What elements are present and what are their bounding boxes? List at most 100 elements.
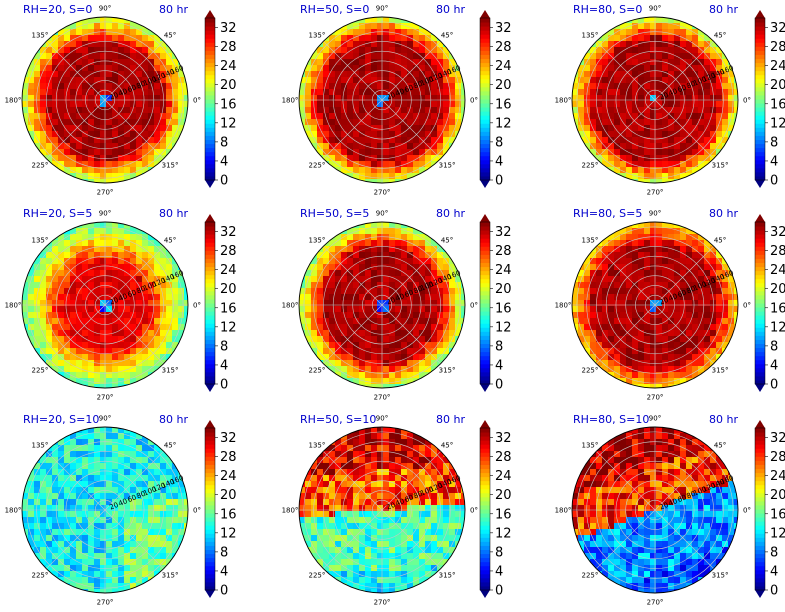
heatmap-cell [572,300,579,307]
heatmap-cell [668,77,675,84]
heatmap-cell [82,125,89,132]
heatmap-cell [46,155,53,162]
heatmap-cell [88,433,95,440]
heatmap-cell [100,47,107,54]
heatmap-cell [383,384,390,388]
heatmap-cell [716,348,723,355]
heatmap-cell [383,89,390,96]
heatmap-cell [106,312,113,319]
heatmap-cell [449,324,456,331]
heatmap-cell [590,101,597,108]
heatmap-cell [572,83,579,90]
colorbar-segment [480,30,490,35]
heatmap-cell [52,336,59,343]
heatmap-cell [602,318,609,325]
heatmap-cell [704,306,711,313]
heatmap-cell [626,35,633,42]
heatmap-cell [389,71,396,78]
heatmap-cell [395,222,402,229]
heatmap-cell [365,366,372,373]
heatmap-cell [728,89,735,96]
heatmap-cell [160,517,167,524]
heatmap-cell [154,493,161,500]
heatmap-cell [299,318,306,325]
heatmap-cell [166,89,173,96]
heatmap-cell [70,258,77,265]
heatmap-cell [443,101,450,108]
heatmap-cell [58,288,65,295]
heatmap-cell [154,143,161,150]
heatmap-cell [674,264,681,271]
heatmap-cell [383,240,390,247]
heatmap-cell [413,330,420,337]
heatmap-cell [76,125,83,132]
heatmap-cell [34,469,41,476]
heatmap-cell [359,173,366,180]
heatmap-cell [686,41,693,48]
heatmap-cell [94,469,101,476]
heatmap-cell [644,300,651,307]
heatmap-cell [323,336,330,343]
heatmap-cell [160,276,167,283]
heatmap-cell [70,167,77,174]
heatmap-cell [608,312,615,319]
heatmap-cell [341,348,348,355]
heatmap-cell [425,137,432,144]
heatmap-cell [58,499,65,506]
heatmap-cell [353,41,360,48]
heatmap-cell [154,451,161,458]
heatmap-cell [407,101,414,108]
heatmap-cell [596,47,603,54]
heatmap-cell [347,137,354,144]
heatmap-cell [64,288,71,295]
heatmap-cell [70,445,77,452]
heatmap-cell [359,155,366,162]
heatmap-cell [662,131,669,138]
heatmap-cell [395,59,402,66]
heatmap-cell [680,300,687,307]
heatmap-cell [28,89,35,96]
heatmap-cell [184,101,188,108]
heatmap-cell [686,240,693,247]
heatmap-cell [692,288,699,295]
heatmap-cell [401,155,408,162]
polar-frame [21,16,189,184]
heatmap-cell [602,53,609,60]
heatmap-cell [70,77,77,84]
heatmap-cell [419,59,426,66]
heatmap-cell [82,342,89,349]
heatmap-cell [656,294,663,301]
heatmap-cell [76,89,83,96]
heatmap-cell [383,264,390,271]
heatmap-cell [686,384,693,388]
heatmap-cell [401,342,408,349]
heatmap-cell [106,252,113,259]
heatmap-cell [136,228,143,235]
heatmap-cell [692,306,699,313]
heatmap-cell [359,119,366,126]
heatmap-cell [680,240,687,247]
heatmap-cell [154,439,161,446]
heatmap-cell [461,336,465,343]
heatmap-cell [136,276,143,283]
heatmap-cell [329,35,336,42]
colorbar-segment [480,115,490,120]
angle-tick-label: 315° [712,367,729,375]
colorbar-tick-label: 24 [220,59,237,74]
heatmap-cell [578,306,585,313]
heatmap-cell [130,101,137,108]
heatmap-cell [353,77,360,84]
heatmap-cell [184,125,188,132]
heatmap-cell [58,29,65,36]
heatmap-cell [716,77,723,84]
heatmap-cell [377,270,384,277]
heatmap-cell [413,29,420,36]
heatmap-cell [614,330,621,337]
heatmap-cell [602,276,609,283]
heatmap-cell [608,59,615,66]
heatmap-cell [377,119,384,126]
heatmap-cell [419,294,426,301]
heatmap-cell [148,264,155,271]
heatmap-cell [311,306,318,313]
colorbar-segment [755,319,765,324]
